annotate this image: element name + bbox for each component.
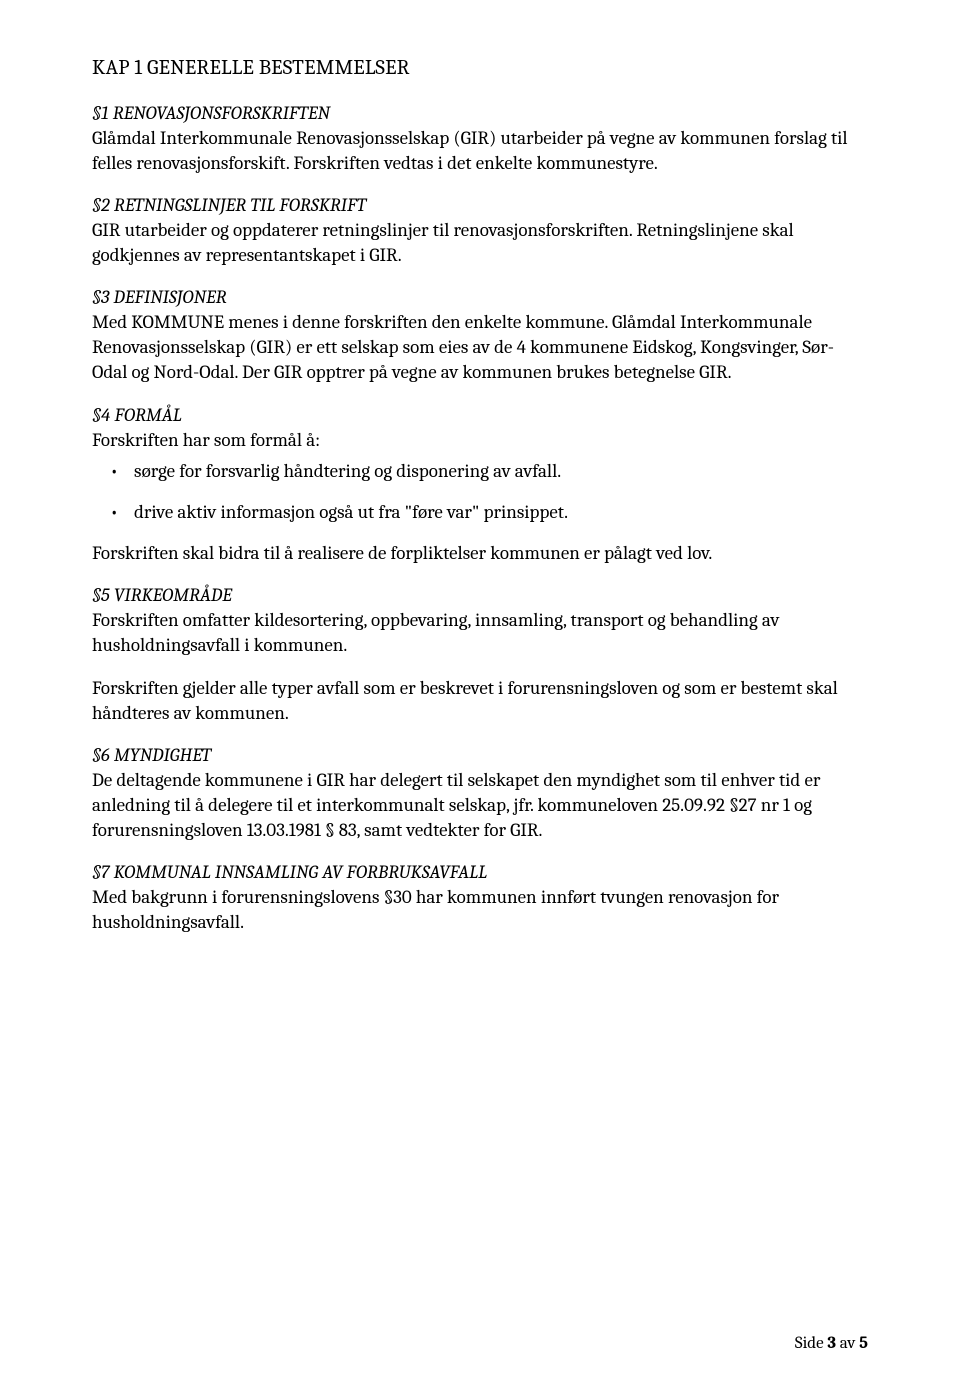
section-6-body: De deltagende kommunene i GIR har delege… (92, 768, 868, 843)
list-item: sørge for forsvarlig håndtering og dispo… (134, 459, 868, 484)
footer-page-number: 3 (827, 1334, 836, 1353)
section-4-bullets: sørge for forsvarlig håndtering og dispo… (92, 459, 868, 525)
section-5-p1: Forskriften omfatter kildesortering, opp… (92, 608, 868, 658)
list-item: drive aktiv informasjon også ut fra "før… (134, 500, 868, 525)
section-2-title: §2 RETNINGSLINJER TIL FORSKRIFT (92, 194, 868, 216)
section-2-body: GIR utarbeider og oppdaterer retningslin… (92, 218, 868, 268)
page-footer: Side 3 av 5 (795, 1334, 868, 1353)
section-7-title-text: §7 KOMMUNAL INNSAMLING AV FORBRUKSAVFALL (92, 861, 487, 883)
section-6-title-text: §6 MYNDIGHET (92, 744, 211, 766)
section-6-title: §6 MYNDIGHET (92, 744, 868, 766)
chapter-title-rest: AP 1 GENERELLE BESTEMMELSER (105, 56, 409, 80)
section-4-after: Forskriften skal bidra til å realisere d… (92, 541, 868, 566)
footer-mid: av (836, 1334, 859, 1353)
section-3-body: Med KOMMUNE menes i denne forskriften de… (92, 310, 868, 385)
chapter-title: KAP 1 GENERELLE BESTEMMELSER (92, 56, 868, 80)
section-1-title-text: §1 RENOVASJONSFORSKRIFTEN (92, 102, 330, 124)
section-3-title: §3 DEFINISJONER (92, 286, 868, 308)
section-7-body: Med bakgrunn i forurensningslovens §30 h… (92, 885, 868, 935)
section-4-title: §4 FORMÅL (92, 404, 868, 426)
section-1-body: Glåmdal Interkommunale Renovasjonsselska… (92, 126, 868, 176)
section-5-title-text: §5 VIRKEOMRÅDE (92, 584, 232, 606)
section-5-title: §5 VIRKEOMRÅDE (92, 584, 868, 606)
section-3-title-text: §3 DEFINISJONER (92, 286, 227, 308)
footer-prefix: Side (795, 1334, 828, 1353)
section-5-p2: Forskriften gjelder alle typer avfall so… (92, 676, 868, 726)
section-4-lead: Forskriften har som formål å: (92, 428, 868, 453)
chapter-title-prefix: K (92, 56, 105, 80)
section-1-title: §1 RENOVASJONSFORSKRIFTEN (92, 102, 868, 124)
section-4-title-text: §4 FORMÅL (92, 404, 182, 426)
footer-total-pages: 5 (859, 1334, 868, 1353)
section-7-title: §7 KOMMUNAL INNSAMLING AV FORBRUKSAVFALL (92, 861, 868, 883)
section-2-title-text: §2 RETNINGSLINJER TIL FORSKRIFT (92, 194, 366, 216)
